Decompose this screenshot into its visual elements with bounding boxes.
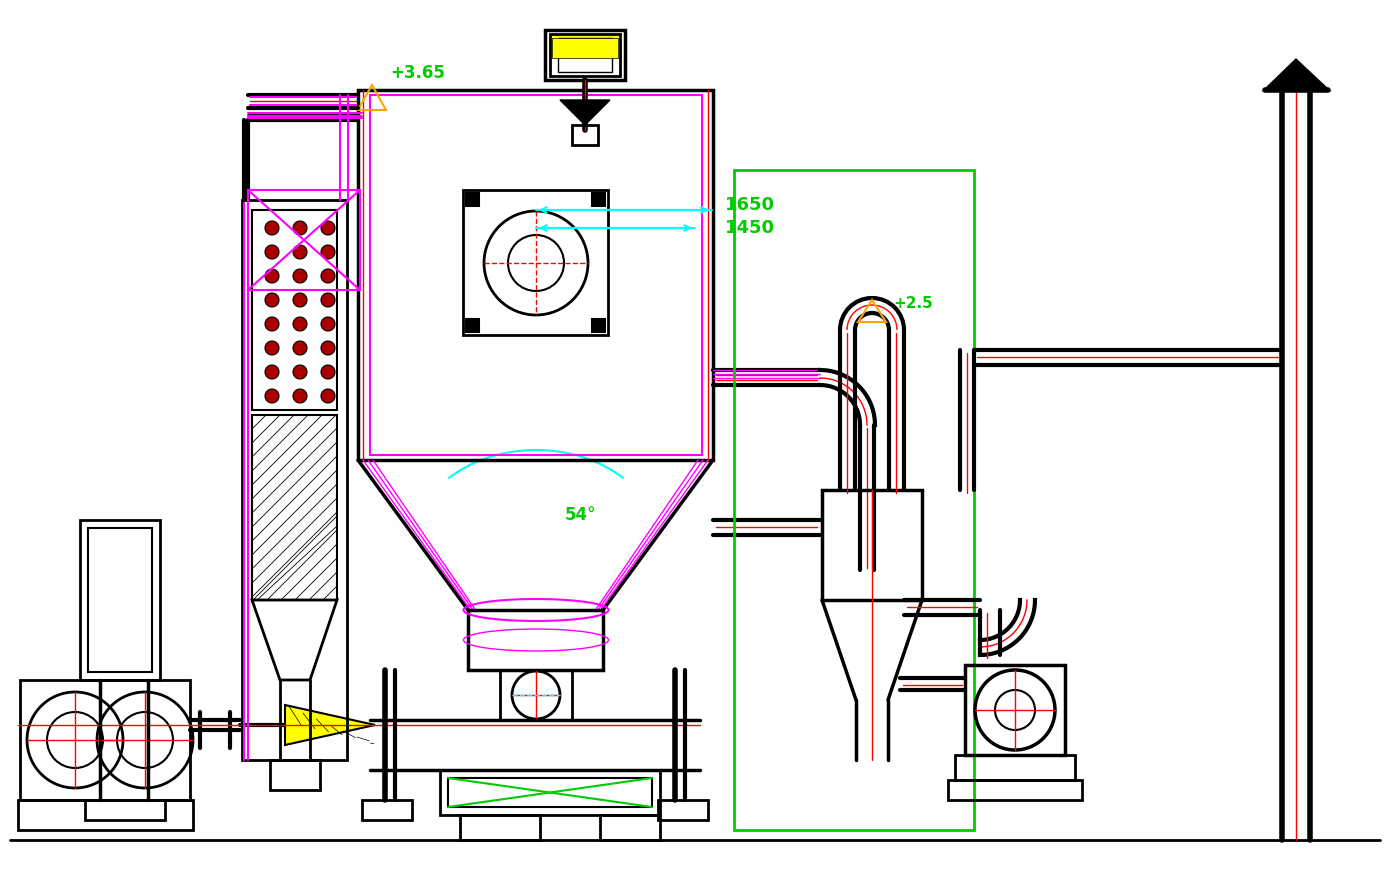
Bar <box>252 415 337 600</box>
Circle shape <box>321 317 335 331</box>
Bar <box>466 193 480 206</box>
Bar <box>358 90 712 460</box>
Bar <box>466 319 480 332</box>
Circle shape <box>293 245 307 259</box>
Polygon shape <box>560 100 611 125</box>
Circle shape <box>321 221 335 235</box>
Bar <box>558 38 612 72</box>
Bar <box>965 665 1065 755</box>
Text: 54°: 54° <box>565 506 597 524</box>
Bar <box>822 490 921 600</box>
Text: +2.5: +2.5 <box>894 296 933 311</box>
Bar <box>441 770 659 815</box>
Circle shape <box>321 245 335 259</box>
Bar <box>955 755 1075 780</box>
Bar <box>592 193 605 206</box>
Bar <box>85 800 164 820</box>
Circle shape <box>321 341 335 355</box>
Text: 1450: 1450 <box>725 219 775 237</box>
Bar <box>599 815 659 840</box>
Bar <box>252 210 337 410</box>
Polygon shape <box>1264 60 1328 90</box>
Bar <box>592 319 605 332</box>
Circle shape <box>321 365 335 379</box>
Bar <box>468 610 604 670</box>
Circle shape <box>265 269 279 283</box>
Bar <box>545 30 625 80</box>
Circle shape <box>265 245 279 259</box>
Circle shape <box>293 341 307 355</box>
Bar <box>551 34 620 76</box>
Circle shape <box>293 221 307 235</box>
Bar <box>79 520 160 680</box>
Circle shape <box>265 221 279 235</box>
Bar <box>248 190 360 290</box>
Bar <box>460 815 539 840</box>
Bar <box>552 38 618 58</box>
Circle shape <box>265 341 279 355</box>
Bar <box>18 800 192 830</box>
Circle shape <box>265 317 279 331</box>
Circle shape <box>293 365 307 379</box>
Circle shape <box>293 269 307 283</box>
Circle shape <box>321 389 335 403</box>
Circle shape <box>321 269 335 283</box>
Bar <box>369 95 703 455</box>
Text: +3.65: +3.65 <box>390 64 445 82</box>
Bar <box>948 780 1082 800</box>
Bar <box>500 670 572 720</box>
Bar <box>270 760 321 790</box>
Text: 1650: 1650 <box>725 196 775 214</box>
Bar <box>658 800 708 820</box>
Circle shape <box>265 293 279 307</box>
Bar <box>88 528 152 672</box>
Circle shape <box>293 293 307 307</box>
Bar <box>20 680 190 800</box>
Bar <box>243 200 347 760</box>
Bar <box>362 800 413 820</box>
Circle shape <box>265 389 279 403</box>
Bar <box>735 170 974 830</box>
Circle shape <box>293 317 307 331</box>
Bar <box>463 190 608 335</box>
Bar <box>572 125 598 145</box>
Bar <box>447 778 652 807</box>
Circle shape <box>265 365 279 379</box>
Circle shape <box>321 293 335 307</box>
Circle shape <box>293 389 307 403</box>
Polygon shape <box>284 705 375 745</box>
Bar <box>551 34 620 54</box>
